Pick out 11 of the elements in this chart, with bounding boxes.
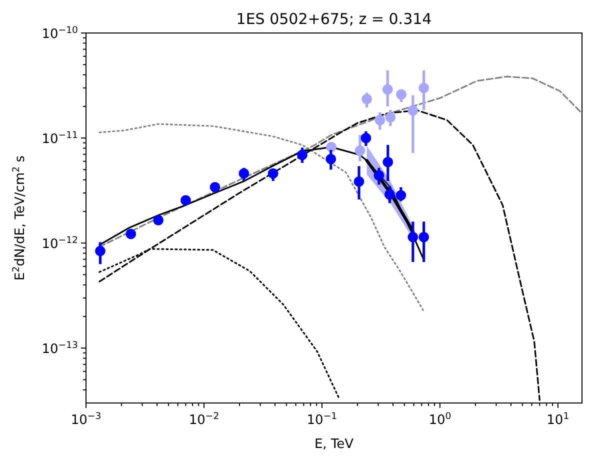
- x-tick-label: 10$^{0}$: [428, 410, 452, 428]
- x-tick-label: 10$^{−1}$: [306, 410, 338, 428]
- x-axis-title: E, TeV: [314, 437, 354, 452]
- x-tick-label: 10$^{−2}$: [188, 410, 220, 428]
- x-tick-label: 10$^{−3}$: [70, 410, 102, 428]
- chart-title: 1ES 0502+675; z = 0.314: [236, 10, 432, 28]
- y-tick-label: 10$^{−10}$: [42, 24, 78, 42]
- x-tick-label: 10$^{1}$: [546, 410, 570, 428]
- y-tick-label: 10$^{−12}$: [42, 234, 78, 252]
- y-tick-label: 10$^{−11}$: [42, 130, 78, 148]
- y-tick-label: 10$^{−13}$: [42, 340, 78, 358]
